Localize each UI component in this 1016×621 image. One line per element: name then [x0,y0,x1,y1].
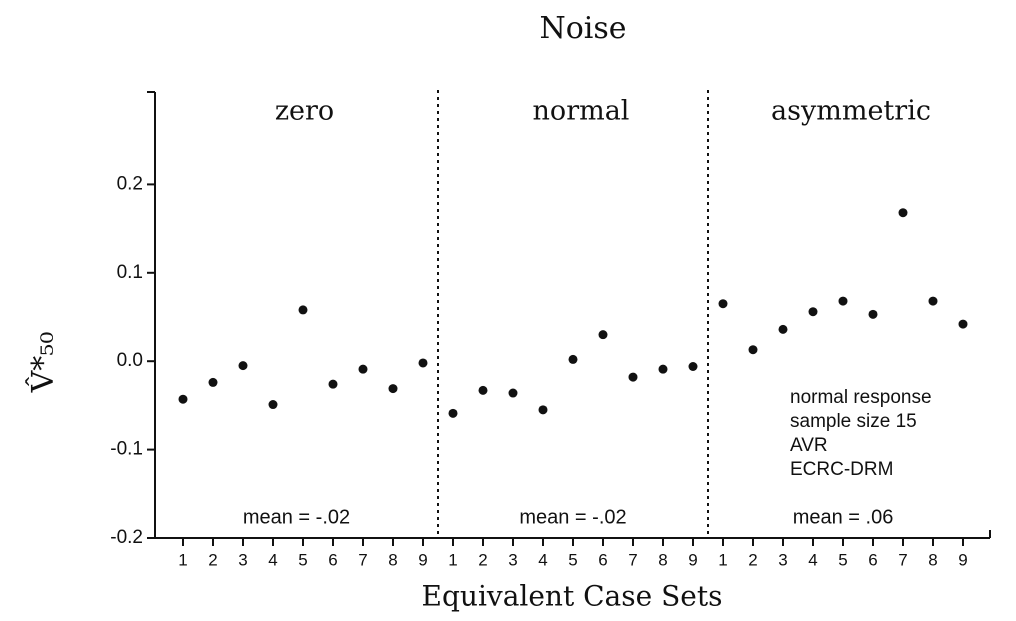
x-tick-label: 9 [688,550,697,569]
x-tick-label: 8 [658,550,667,569]
mean-annotation: mean = -.02 [519,506,626,528]
y-tick-label: -0.2 [110,527,143,548]
x-tick-label: 9 [418,550,427,569]
point [568,354,578,364]
x-tick-label: 3 [238,550,247,569]
point [298,305,308,315]
x-tick-label: 4 [808,550,817,569]
x-tick-label: 7 [358,550,367,569]
point [388,384,398,394]
point [238,361,248,371]
x-tick-label: 1 [718,550,727,569]
point [268,400,278,410]
point [748,345,758,355]
panel-label: normal [533,96,630,127]
point [538,405,548,415]
point [928,296,938,306]
y-tick-label: 0.2 [117,173,143,194]
note-line: normal response [790,387,932,408]
x-tick-label: 1 [448,550,457,569]
x-tick-label: 2 [208,550,217,569]
x-tick-label: 4 [538,550,547,569]
point [808,307,818,317]
point [178,394,188,404]
note-line: ECRC-DRM [790,459,893,480]
mean-annotation: mean = -.02 [243,506,350,528]
x-tick-label: 5 [298,550,307,569]
note-line: AVR [790,435,828,456]
point [718,299,728,309]
point [448,408,458,418]
x-tick-label: 4 [268,550,277,569]
note-line: sample size 15 [790,411,917,432]
y-tick-label: 0.0 [117,350,143,371]
point [958,319,968,329]
x-tick-label: 2 [478,550,487,569]
x-axis-label: Equivalent Case Sets [422,580,723,613]
point [508,388,518,398]
x-tick-label: 7 [628,550,637,569]
point [838,296,848,306]
x-tick-label: 9 [958,550,967,569]
point [688,362,698,372]
mean-annotation: mean = .06 [793,506,894,528]
x-tick-label: 3 [508,550,517,569]
point [328,379,338,389]
point [898,208,908,218]
x-tick-label: 6 [868,550,877,569]
x-tick-label: 7 [898,550,907,569]
point [358,364,368,374]
y-tick-label: -0.1 [110,439,143,460]
point [628,372,638,382]
y-tick-label: 0.1 [117,262,143,283]
point [868,309,878,319]
point [778,324,788,334]
chart-title: Noise [539,11,626,46]
x-tick-label: 6 [328,550,337,569]
point [598,330,608,340]
x-tick-label: 1 [178,550,187,569]
x-tick-label: 8 [388,550,397,569]
x-tick-label: 8 [928,550,937,569]
x-tick-label: 5 [838,550,847,569]
point [658,364,668,374]
x-tick-label: 2 [748,550,757,569]
x-tick-label: 3 [778,550,787,569]
point [208,377,218,387]
panel-label: asymmetric [771,96,931,127]
x-tick-label: 6 [598,550,607,569]
y-axis-label: V̂*₅₀ [26,332,61,394]
point [478,385,488,395]
x-tick-label: 5 [568,550,577,569]
point [418,358,428,368]
panel-label: zero [275,96,334,127]
